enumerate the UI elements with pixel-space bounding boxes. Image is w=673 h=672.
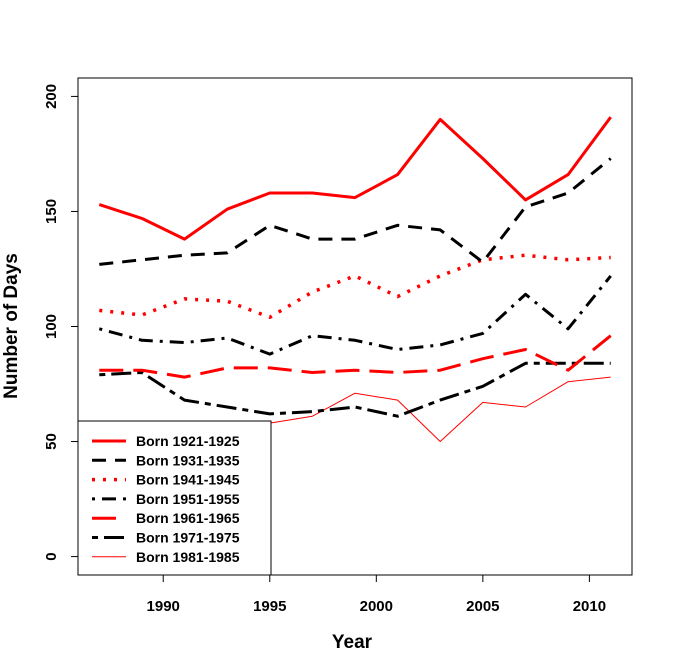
x-tick-label: 2000 <box>360 598 393 615</box>
series-line <box>99 361 611 418</box>
y-tick-label: 50 <box>43 433 60 450</box>
legend: Born 1921-1925 Born 1931-1935 Born 1941-19… <box>77 420 272 576</box>
series-line <box>99 157 612 266</box>
series-line <box>98 274 612 356</box>
legend-label: Born 1941-1945 <box>136 472 240 488</box>
legend-label: Born 1951-1955 <box>136 491 240 507</box>
series-line <box>99 253 611 320</box>
series-line <box>269 376 611 442</box>
legend-label: Born 1921-1925 <box>136 433 240 449</box>
x-axis-title: Year <box>332 632 373 653</box>
legend-label: Born 1931-1935 <box>136 452 240 468</box>
legend-label: Born 1971-1975 <box>136 530 240 546</box>
y-tick-label: 200 <box>43 84 60 109</box>
x-tick-label: 2005 <box>466 598 499 615</box>
y-axis-title: Number of Days <box>1 253 22 399</box>
x-tick-label: 2010 <box>573 598 606 615</box>
x-axis: 1990 1995 2000 2005 2010 <box>147 574 606 615</box>
y-tick-label: 100 <box>43 314 60 339</box>
legend-label: Born 1981-1985 <box>136 549 240 565</box>
series-line <box>98 116 612 241</box>
legend-label: Born 1961-1965 <box>136 510 240 526</box>
y-tick-label: 0 <box>43 552 60 560</box>
x-tick-label: 1990 <box>147 598 180 615</box>
y-axis: 0 50 100 150 200 <box>43 84 78 561</box>
series-lines <box>98 116 612 442</box>
x-tick-label: 1995 <box>253 598 286 615</box>
series-line <box>99 334 612 379</box>
y-tick-label: 150 <box>43 199 60 224</box>
